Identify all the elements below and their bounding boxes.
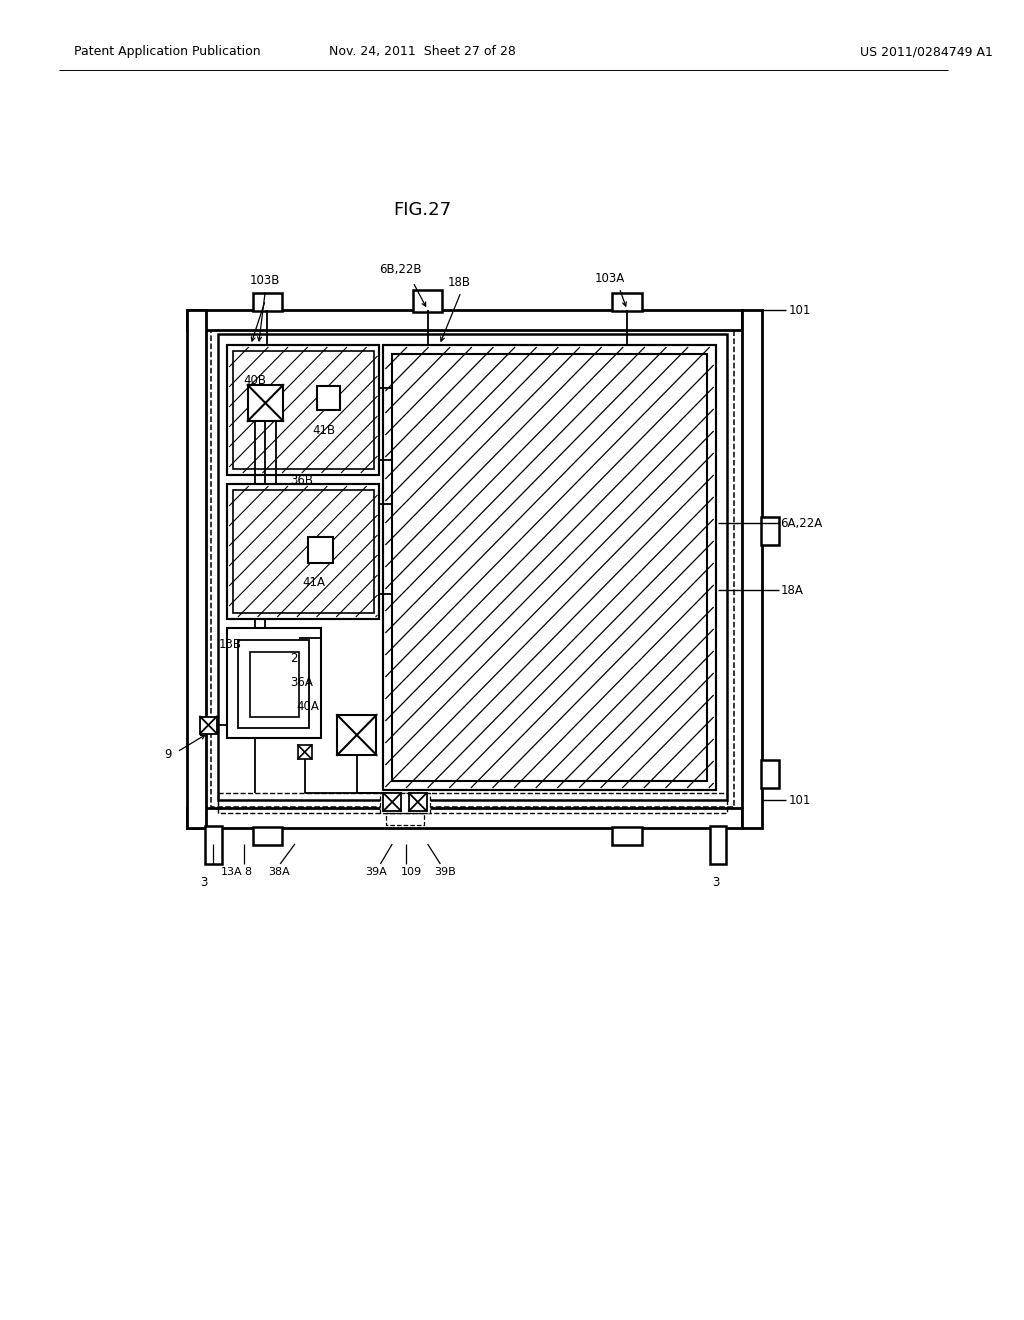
Bar: [386, 813, 424, 825]
Bar: [200, 717, 217, 734]
Bar: [612, 293, 642, 312]
Bar: [233, 351, 374, 469]
Text: 39B: 39B: [434, 867, 457, 876]
Bar: [253, 828, 283, 845]
Bar: [227, 345, 380, 475]
Bar: [316, 385, 340, 411]
Bar: [742, 310, 762, 828]
Text: 13B: 13B: [218, 639, 242, 652]
Bar: [227, 484, 380, 619]
Bar: [206, 826, 222, 865]
Bar: [392, 354, 707, 781]
Bar: [383, 345, 716, 789]
Bar: [233, 490, 374, 612]
Bar: [413, 290, 442, 312]
Text: 40A: 40A: [297, 700, 319, 713]
Bar: [227, 484, 380, 619]
Bar: [253, 293, 283, 312]
Bar: [248, 385, 283, 421]
Bar: [298, 744, 311, 759]
Text: 41B: 41B: [312, 424, 336, 437]
Text: Nov. 24, 2011  Sheet 27 of 28: Nov. 24, 2011 Sheet 27 of 28: [330, 45, 516, 58]
Bar: [307, 537, 333, 564]
Bar: [211, 327, 734, 807]
Bar: [238, 640, 308, 729]
Text: 41A: 41A: [303, 576, 326, 589]
Text: FIG.27: FIG.27: [393, 201, 452, 219]
Bar: [186, 310, 742, 330]
Text: 18B: 18B: [447, 276, 470, 289]
Bar: [409, 793, 427, 810]
Text: 3: 3: [200, 875, 207, 888]
Bar: [227, 628, 322, 738]
Bar: [381, 793, 430, 813]
Bar: [612, 828, 642, 845]
Text: US 2011/0284749 A1: US 2011/0284749 A1: [860, 45, 993, 58]
Text: 39A: 39A: [366, 867, 387, 876]
Text: 9: 9: [164, 748, 172, 762]
Text: 103A: 103A: [595, 272, 625, 285]
Bar: [218, 334, 727, 800]
Text: 103B: 103B: [250, 273, 280, 286]
Text: 8: 8: [244, 867, 251, 876]
Text: 36B: 36B: [290, 474, 313, 487]
Text: 6A,22A: 6A,22A: [780, 516, 822, 529]
Text: 40B: 40B: [244, 374, 267, 387]
Bar: [383, 345, 716, 789]
Text: 36A: 36A: [290, 676, 313, 689]
Bar: [761, 517, 778, 545]
Text: 101: 101: [788, 304, 811, 317]
Bar: [337, 715, 377, 755]
Bar: [250, 652, 299, 717]
Bar: [186, 310, 207, 828]
Text: Patent Application Publication: Patent Application Publication: [74, 45, 260, 58]
Text: 2: 2: [290, 652, 298, 664]
Bar: [186, 808, 742, 828]
Text: 38A: 38A: [268, 867, 290, 876]
Text: 109: 109: [401, 867, 422, 876]
Text: 6B,22B: 6B,22B: [379, 264, 421, 276]
Text: 101: 101: [788, 793, 811, 807]
Bar: [383, 793, 401, 810]
Bar: [710, 826, 726, 865]
Bar: [227, 345, 380, 475]
Bar: [218, 793, 727, 813]
Bar: [761, 760, 778, 788]
Text: 3: 3: [712, 875, 719, 888]
Text: 13A: 13A: [221, 867, 243, 876]
Text: 18A: 18A: [780, 583, 804, 597]
